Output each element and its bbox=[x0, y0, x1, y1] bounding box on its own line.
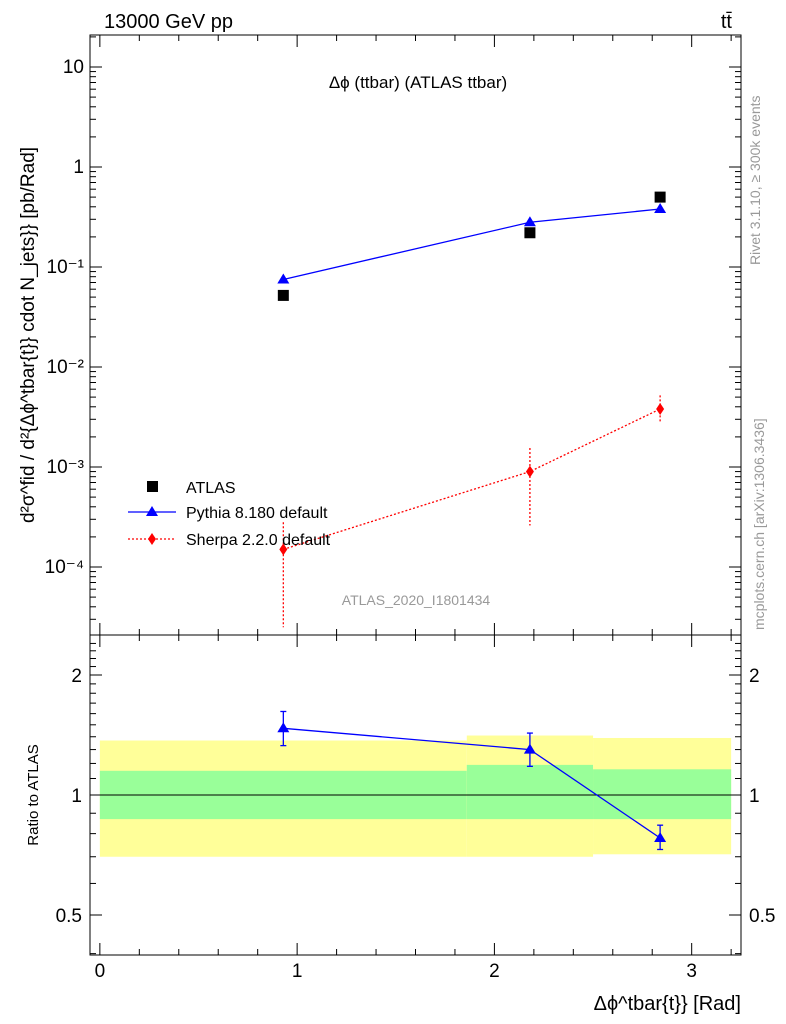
ratio-y-tick-label: 2 bbox=[71, 666, 82, 687]
ratio-bands bbox=[99, 735, 732, 857]
x-tick-label: 1 bbox=[292, 961, 303, 982]
mcplots-label-text: mcplots.cern.ch [arXiv:1306.3436] bbox=[751, 418, 767, 630]
main-y-tick-label: 10⁻³ bbox=[47, 457, 85, 478]
ratio-pythia-point bbox=[523, 743, 536, 754]
pythia-point bbox=[654, 203, 667, 214]
rivet-label-text: Rivet 3.1.10, ≥ 300k events bbox=[747, 95, 763, 265]
ratio-y-tick-label: 1 bbox=[71, 786, 82, 807]
sherpa-point bbox=[656, 403, 665, 416]
pythia-line bbox=[283, 208, 661, 281]
pythia-point bbox=[523, 216, 536, 227]
main-y-tick-label: 10⁻¹ bbox=[47, 257, 85, 278]
legend-label-pythia: Pythia 8.180 default bbox=[186, 505, 328, 522]
sherpa-point bbox=[279, 543, 288, 556]
process-label: tt̄ bbox=[721, 11, 733, 33]
atlas-point bbox=[277, 289, 289, 301]
x-tick-label: 2 bbox=[489, 961, 500, 982]
ratio-y-ticks: 0.5 0.5 1 1 2 2 bbox=[56, 642, 775, 955]
rivet-label: Rivet 3.1.10, ≥ 300k events bbox=[747, 95, 763, 265]
main-y-ticks: 10⁻⁴ 10⁻³ 10⁻² 10⁻¹ 1 10 bbox=[45, 36, 741, 620]
pythia-point bbox=[277, 273, 290, 284]
energy-label: 13000 GeV pp bbox=[104, 11, 233, 33]
main-y-axis-label: d²σ^fid / d²{Δϕ^tbar{t}} cdot N_jets}} [… bbox=[18, 147, 39, 523]
ratio-y-tick-label-right: 2 bbox=[749, 666, 760, 687]
main-series bbox=[277, 191, 667, 628]
main-y-tick-label: 10⁻⁴ bbox=[45, 557, 84, 578]
ratio-pythia-point bbox=[277, 722, 290, 733]
x-ticks: 0 1 2 3 bbox=[95, 35, 732, 982]
legend: ATLAS Pythia 8.180 default Sherpa 2.2.0 … bbox=[128, 480, 331, 549]
legend-marker-pythia bbox=[146, 506, 158, 516]
chart-title: Δϕ (ttbar) (ATLAS ttbar) bbox=[329, 73, 507, 92]
x-axis-label: Δϕ^tbar{t}} [Rad] bbox=[594, 993, 741, 1015]
analysis-watermark: ATLAS_2020_I1801434 bbox=[342, 592, 491, 608]
ratio-y-tick-label: 0.5 bbox=[56, 906, 82, 927]
ratio-pythia-point bbox=[654, 832, 667, 843]
x-tick-label: 0 bbox=[95, 961, 106, 982]
legend-label-atlas: ATLAS bbox=[186, 480, 236, 497]
main-y-tick-label: 10⁻² bbox=[47, 357, 85, 378]
main-y-axis-label-text: d²σ^fid / d²{Δϕ^tbar{t}} cdot N_jets}} [… bbox=[18, 147, 39, 523]
sherpa-line bbox=[283, 408, 661, 551]
ratio-y-axis-label: Ratio to ATLAS bbox=[25, 744, 42, 845]
atlas-point bbox=[654, 191, 666, 203]
sherpa-point bbox=[525, 465, 534, 478]
legend-marker-sherpa bbox=[148, 533, 156, 545]
legend-marker-atlas bbox=[147, 481, 158, 492]
ratio-y-tick-label-right: 1 bbox=[749, 786, 760, 807]
ratio-series bbox=[277, 710, 667, 851]
legend-label-sherpa: Sherpa 2.2.0 default bbox=[186, 532, 331, 549]
main-y-tick-label: 10 bbox=[63, 57, 84, 78]
ratio-inner-band bbox=[466, 764, 594, 820]
ratio-inner-band bbox=[593, 769, 732, 820]
ratio-y-tick-label-right: 0.5 bbox=[749, 906, 775, 927]
ratio-y-axis-label-text: Ratio to ATLAS bbox=[25, 744, 42, 845]
atlas-point bbox=[524, 227, 536, 239]
x-tick-label: 3 bbox=[686, 961, 697, 982]
mcplots-label: mcplots.cern.ch [arXiv:1306.3436] bbox=[751, 418, 767, 630]
main-y-tick-label: 1 bbox=[73, 157, 84, 178]
